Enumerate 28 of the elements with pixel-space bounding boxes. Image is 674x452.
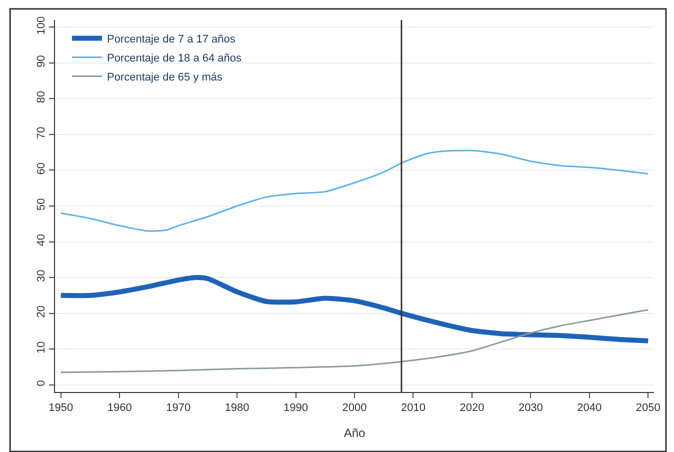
x-tick-label: 1960 xyxy=(107,402,132,414)
x-tick-label: 2040 xyxy=(577,402,602,414)
x-tick-label: 1990 xyxy=(284,402,308,414)
x-tick-label: 1970 xyxy=(166,402,191,414)
y-tick-label: 70 xyxy=(36,126,48,139)
legend-label: Porcentaje de 7 a 17 años xyxy=(106,34,236,46)
y-tick-label: 40 xyxy=(36,234,48,246)
legend-label: Porcentaje de 65 y más xyxy=(106,72,224,84)
x-tick-label: 2030 xyxy=(518,402,543,414)
y-tick-label: 80 xyxy=(36,90,48,104)
y-tick-label: 90 xyxy=(36,55,48,68)
x-tick-label: 2020 xyxy=(460,402,484,414)
line-series xyxy=(60,150,649,232)
y-tick-label: 10 xyxy=(36,341,48,354)
y-tick-label: 0 xyxy=(36,380,48,386)
y-tick-label: 60 xyxy=(36,162,48,175)
x-tick-label: 2010 xyxy=(400,402,426,414)
y-tick-label: 100 xyxy=(36,16,48,35)
y-tick-label: 50 xyxy=(36,198,48,210)
x-tick-label: 1980 xyxy=(224,402,250,414)
x-tick-label: 2050 xyxy=(636,402,660,414)
x-tick-label: 1950 xyxy=(48,402,74,414)
x-tick-label: 2000 xyxy=(342,402,367,414)
y-tick-label: 30 xyxy=(36,270,48,282)
line-series xyxy=(60,308,649,374)
y-tick-label: 20 xyxy=(36,306,48,318)
legend-label: Porcentaje de 18 a 64 años xyxy=(106,52,242,65)
x-axis-title: Año xyxy=(344,426,366,440)
